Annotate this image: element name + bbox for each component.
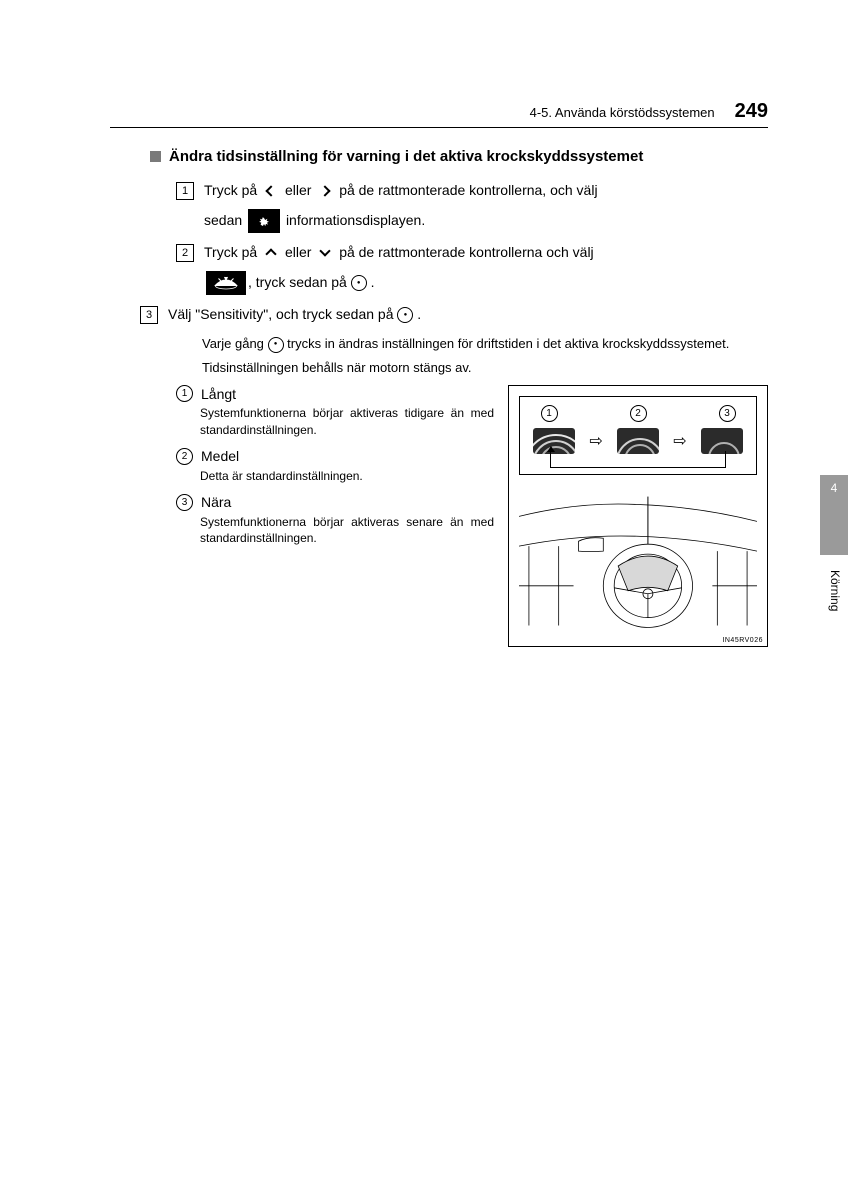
option-desc: Systemfunktionerna börjar aktiveras tidi… — [200, 405, 494, 437]
gear-icon — [248, 209, 280, 233]
ok-button-icon: ● — [268, 337, 284, 353]
option-title: Nära — [201, 494, 231, 510]
heading-marker-icon — [150, 151, 161, 162]
paragraph: Tidsinställningen behålls när motorn stä… — [202, 359, 768, 377]
step-text: sedan — [204, 212, 242, 228]
para-text: Tidsinställningen behålls när motorn stä… — [202, 360, 472, 375]
chapter-number: 4 — [831, 481, 838, 495]
step-text: på de rattmonterade kontrollerna och väl… — [339, 244, 593, 260]
page-number: 249 — [735, 100, 768, 123]
heading-text: Ändra tidsinställning för varning i det … — [169, 148, 643, 165]
instruction-figure: 1 2 3 ⇨ — [508, 385, 768, 647]
step-text: Tryck på — [204, 182, 257, 198]
para-text: trycks in ändras inställningen för drift… — [287, 336, 729, 351]
car-collision-icon — [206, 271, 246, 295]
step-text: på de rattmonterade kontrollerna, och vä… — [339, 182, 597, 198]
figure-column: 1 2 3 ⇨ — [508, 385, 768, 647]
step-text: eller — [285, 182, 311, 198]
step-text: informationsdisplayen. — [286, 212, 425, 228]
manual-page: 4-5. Använda körstödssystemen 249 Ändra … — [0, 0, 848, 707]
callout-num-icon: 1 — [541, 405, 558, 422]
step-text: . — [371, 274, 375, 290]
step-text: Välj "Sensitivity", och tryck sedan på — [168, 306, 393, 322]
callout-bubble: 1 2 3 ⇨ — [519, 396, 757, 475]
option-item: 2 Medel Detta är standardinställningen. — [176, 448, 494, 484]
step-text: Tryck på — [204, 244, 257, 260]
option-item: 3 Nära Systemfunktionerna börjar aktiver… — [176, 494, 494, 546]
step-number-box: 3 — [140, 306, 158, 324]
option-desc: Systemfunktionerna börjar aktiveras sena… — [200, 514, 494, 546]
step-1: 1 Tryck på eller på de rattmonterade kon… — [176, 179, 768, 233]
step-body: Tryck på eller på de rattmonterade kontr… — [204, 179, 768, 233]
arrow-right-icon: ⇨ — [673, 431, 686, 451]
section-heading: Ändra tidsinställning för varning i det … — [150, 148, 768, 165]
step-text: , tryck sedan på — [248, 274, 347, 290]
page-header: 4-5. Använda körstödssystemen 249 — [110, 100, 768, 128]
chevron-left-icon — [267, 187, 275, 195]
dashboard-illustration — [519, 496, 757, 636]
callout-numbers-row: 1 2 3 — [526, 405, 750, 422]
paragraph: Varje gång ● trycks in ändras inställnin… — [202, 335, 768, 353]
step-number-box: 2 — [176, 244, 194, 262]
step-2: 2 Tryck på eller på de rattmonterade kon… — [176, 241, 768, 295]
step-text: eller — [285, 244, 311, 260]
step-body: Tryck på eller på de rattmonterade kontr… — [204, 241, 768, 295]
option-head: 1 Långt — [176, 385, 494, 402]
callout-num-icon: 2 — [630, 405, 647, 422]
option-title: Långt — [201, 386, 236, 402]
content-columns: 1 Långt Systemfunktionerna börjar aktive… — [176, 385, 768, 647]
options-list: 1 Långt Systemfunktionerna börjar aktive… — [176, 385, 494, 647]
ok-button-icon: ● — [397, 307, 413, 323]
chevron-right-icon — [321, 187, 329, 195]
para-text: Varje gång — [202, 336, 264, 351]
option-title: Medel — [201, 448, 239, 464]
option-number-icon: 3 — [176, 494, 193, 511]
option-desc: Detta är standardinställningen. — [200, 468, 494, 484]
arrow-right-icon: ⇨ — [589, 431, 602, 451]
chevron-down-icon — [321, 251, 329, 255]
figure-code: IN45RV026 — [722, 637, 763, 644]
option-number-icon: 2 — [176, 448, 193, 465]
option-head: 2 Medel — [176, 448, 494, 465]
chevron-up-icon — [267, 250, 275, 256]
ok-button-icon: ● — [351, 275, 367, 291]
option-number-icon: 1 — [176, 385, 193, 402]
chapter-label: Körning — [828, 570, 842, 611]
option-item: 1 Långt Systemfunktionerna börjar aktive… — [176, 385, 494, 437]
step-number-box: 1 — [176, 182, 194, 200]
section-label: 4-5. Använda körstödssystemen — [530, 105, 715, 120]
step-text: . — [417, 306, 421, 322]
cycle-arrow-icon — [550, 451, 726, 468]
callout-num-icon: 3 — [719, 405, 736, 422]
option-head: 3 Nära — [176, 494, 494, 511]
step-body: Välj "Sensitivity", och tryck sedan på ●… — [168, 303, 768, 327]
chapter-tab: 4 — [820, 475, 848, 555]
step-3: 3 Välj "Sensitivity", och tryck sedan på… — [140, 303, 768, 327]
